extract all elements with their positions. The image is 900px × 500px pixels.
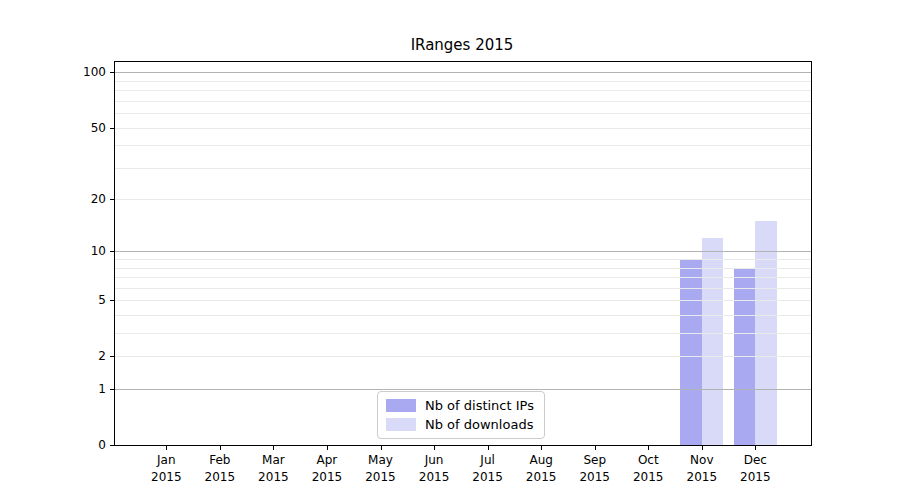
y-tick-mark [110, 72, 114, 73]
x-tick-mark [166, 446, 167, 450]
gridline-minor [115, 199, 811, 200]
x-tick-mark [381, 446, 382, 450]
gridline-minor [115, 128, 811, 129]
chart-title: IRanges 2015 [114, 36, 810, 54]
y-tick-label: 2 [66, 349, 106, 363]
y-tick-label: 5 [66, 293, 106, 307]
gridline-minor [115, 259, 811, 260]
x-tick-mark [434, 446, 435, 450]
y-tick-label: 10 [66, 244, 106, 258]
y-tick-mark [110, 128, 114, 129]
x-tick-mark [220, 446, 221, 450]
y-tick-mark [110, 199, 114, 200]
x-tick-label-dec: Dec2015 [723, 452, 787, 486]
gridline-minor [115, 268, 811, 269]
gridline-major [115, 389, 811, 390]
y-tick-label: 1 [66, 382, 106, 396]
gridline-minor [115, 168, 811, 169]
gridline-minor [115, 145, 811, 146]
legend-entry-distinct-ips: Nb of distinct IPs [386, 398, 534, 413]
gridline-minor [115, 101, 811, 102]
y-tick-label: 0 [66, 438, 106, 452]
legend-swatch-distinct-ips [386, 399, 416, 412]
gridline-minor [115, 113, 811, 114]
plot-area: Nb of distinct IPs Nb of downloads [114, 61, 812, 446]
gridline-minor [115, 333, 811, 334]
x-tick-mark [702, 446, 703, 450]
y-tick-label: 20 [66, 192, 106, 206]
gridline-minor [115, 81, 811, 82]
x-tick-mark [273, 446, 274, 450]
legend-entry-downloads: Nb of downloads [386, 417, 534, 432]
y-tick-mark [110, 445, 114, 446]
bar-downloads-nov [702, 238, 724, 445]
y-tick-mark [110, 356, 114, 357]
gridline-minor [115, 300, 811, 301]
x-tick-mark [755, 446, 756, 450]
y-tick-label: 100 [66, 65, 106, 79]
chart-figure: IRanges 2015 Nb of distinct IPs Nb of do… [0, 0, 900, 500]
gridline-minor [115, 277, 811, 278]
x-tick-mark [648, 446, 649, 450]
gridline-minor [115, 288, 811, 289]
gridline-minor [115, 315, 811, 316]
x-tick-mark [488, 446, 489, 450]
gridline-major [115, 72, 811, 73]
y-tick-mark [110, 251, 114, 252]
y-tick-mark [110, 389, 114, 390]
x-tick-mark [541, 446, 542, 450]
legend-label-distinct-ips: Nb of distinct IPs [425, 398, 534, 413]
x-tick-mark [327, 446, 328, 450]
legend-swatch-downloads [386, 418, 416, 431]
gridline-minor [115, 356, 811, 357]
legend: Nb of distinct IPs Nb of downloads [377, 391, 545, 439]
y-tick-label: 50 [66, 121, 106, 135]
y-tick-mark [110, 300, 114, 301]
gridline-major [115, 251, 811, 252]
x-tick-mark [595, 446, 596, 450]
legend-label-downloads: Nb of downloads [425, 417, 533, 432]
gridline-minor [115, 90, 811, 91]
